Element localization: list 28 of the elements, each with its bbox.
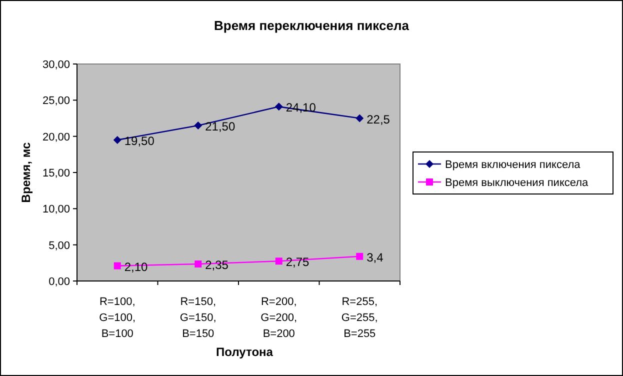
data-label: 19,50 (124, 134, 155, 148)
x-tick-label: R=255, G=255, B=255 (341, 296, 378, 340)
y-axis-title: Время, мс (19, 142, 33, 203)
point (275, 258, 282, 265)
point (113, 136, 122, 144)
data-label: 22,5 (366, 112, 390, 126)
chart-title: Время переключения пиксела (214, 18, 410, 33)
data-label: 3,4 (366, 250, 384, 264)
point (194, 121, 202, 130)
point (194, 260, 202, 268)
data-label: 21,50 (205, 119, 236, 134)
x-axis-title: Полутона (216, 345, 274, 359)
x-tick-label: R=150, G=150, B=150 (180, 296, 216, 340)
point (114, 262, 121, 270)
legend-label: Время включения пиксела (445, 159, 582, 171)
y-tick-label: 0,00 (48, 276, 70, 288)
y-tick-label: 20,00 (42, 131, 70, 144)
y-tick-label: 15,00 (42, 168, 70, 180)
x-tick-label: R=100, G=100, B=100 (99, 296, 136, 340)
point (274, 102, 283, 111)
y-tick-label: 30,00 (42, 59, 70, 71)
y-tick-label: 10,00 (42, 204, 70, 216)
y-tick-label: 5,00 (48, 240, 70, 252)
point (356, 252, 364, 260)
legend-label: Время выключения пиксела (445, 177, 590, 189)
point (356, 114, 364, 122)
x-tick-label: R=200, G=200, B=200 (260, 296, 298, 340)
y-tick-label: 25,00 (42, 95, 70, 108)
